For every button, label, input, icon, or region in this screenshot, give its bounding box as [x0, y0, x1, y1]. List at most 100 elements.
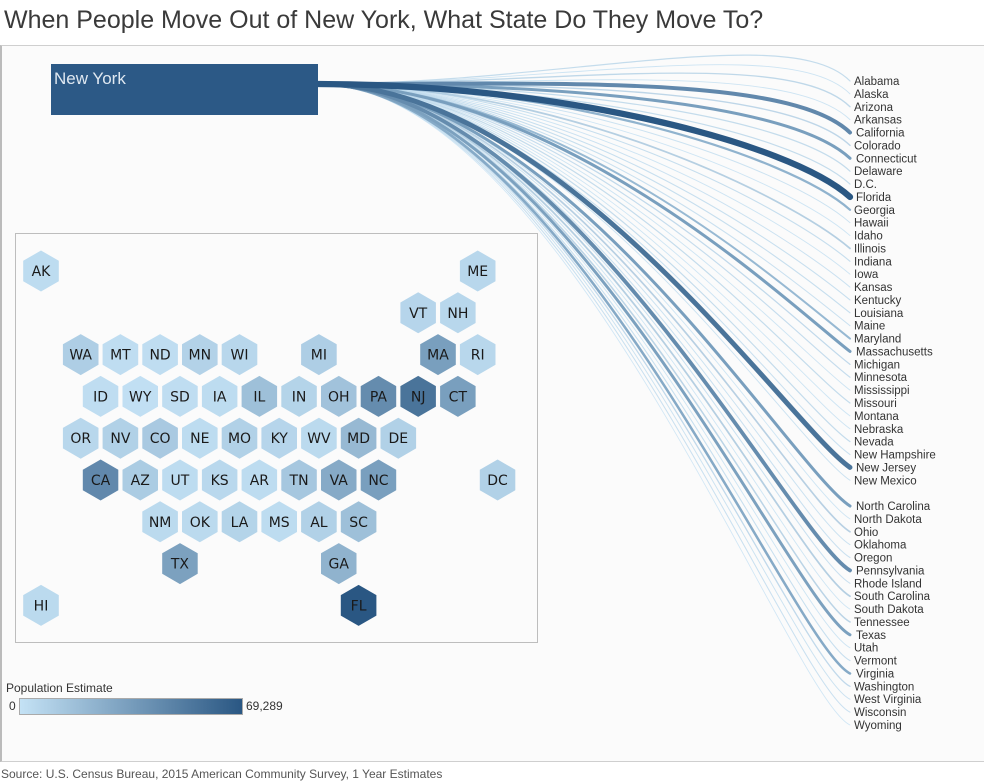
hex-va[interactable]: VA	[321, 459, 357, 501]
hex-ca[interactable]: CA	[82, 459, 119, 501]
hex-mn[interactable]: MN	[182, 334, 218, 376]
hex-shape[interactable]	[201, 375, 238, 417]
hex-shape[interactable]	[142, 417, 178, 459]
hex-shape[interactable]	[221, 417, 258, 459]
hex-shape[interactable]	[62, 334, 99, 376]
hex-shape[interactable]	[82, 375, 119, 417]
hex-shape[interactable]	[400, 375, 436, 417]
hex-shape[interactable]	[241, 375, 278, 417]
hex-nc[interactable]: NC	[360, 459, 397, 501]
hex-ia[interactable]: IA	[201, 375, 238, 417]
hex-shape[interactable]	[340, 417, 377, 459]
hex-ms[interactable]: MS	[261, 501, 297, 543]
hex-me[interactable]: ME	[459, 250, 496, 292]
hex-fl[interactable]: FL	[340, 584, 377, 626]
hex-shape[interactable]	[102, 334, 139, 376]
hex-mo[interactable]: MO	[221, 417, 258, 459]
hex-shape[interactable]	[62, 417, 99, 459]
hex-shape[interactable]	[321, 459, 357, 501]
hex-ga[interactable]: GA	[321, 543, 357, 585]
hex-shape[interactable]	[241, 459, 278, 501]
hex-shape[interactable]	[142, 334, 178, 376]
hex-id[interactable]: ID	[82, 375, 119, 417]
hex-shape[interactable]	[420, 334, 456, 376]
hex-shape[interactable]	[221, 501, 258, 543]
hex-shape[interactable]	[162, 375, 198, 417]
flow-line-tx[interactable]	[316, 82, 852, 637]
hex-shape[interactable]	[321, 375, 357, 417]
hex-sc[interactable]: SC	[340, 501, 377, 543]
hex-shape[interactable]	[321, 543, 357, 585]
hex-wi[interactable]: WI	[221, 334, 258, 376]
hex-shape[interactable]	[182, 501, 218, 543]
hex-shape[interactable]	[261, 417, 297, 459]
flow-line-mo[interactable]	[317, 83, 851, 404]
flow-line-ma[interactable]	[316, 82, 852, 353]
hex-ma[interactable]: MA	[420, 334, 456, 376]
hex-ks[interactable]: KS	[201, 459, 238, 501]
hex-mi[interactable]: MI	[301, 334, 337, 376]
hex-nv[interactable]: NV	[102, 417, 139, 459]
hex-shape[interactable]	[182, 334, 218, 376]
hex-ri[interactable]: RI	[459, 334, 496, 376]
hex-ct[interactable]: CT	[440, 375, 476, 417]
flow-line-mn[interactable]	[317, 83, 851, 378]
hex-shape[interactable]	[459, 250, 496, 292]
hex-in[interactable]: IN	[281, 375, 317, 417]
hex-shape[interactable]	[122, 375, 159, 417]
flow-line-wy[interactable]	[317, 83, 851, 726]
hex-shape[interactable]	[340, 584, 377, 626]
hex-oh[interactable]: OH	[321, 375, 357, 417]
hex-ok[interactable]: OK	[182, 501, 218, 543]
hex-shape[interactable]	[23, 584, 59, 626]
hex-shape[interactable]	[162, 459, 198, 501]
hex-il[interactable]: IL	[241, 375, 278, 417]
flow-line-mt[interactable]	[317, 83, 851, 417]
hex-shape[interactable]	[301, 334, 337, 376]
hex-shape[interactable]	[82, 459, 119, 501]
flow-line-fl[interactable]	[314, 80, 854, 201]
hex-shape[interactable]	[281, 375, 317, 417]
hex-la[interactable]: LA	[221, 501, 258, 543]
flow-line-ca[interactable]	[316, 81, 852, 135]
hex-sd[interactable]: SD	[162, 375, 198, 417]
hex-ar[interactable]: AR	[241, 459, 278, 501]
hex-shape[interactable]	[440, 292, 476, 334]
hex-ak[interactable]: AK	[23, 250, 59, 292]
hex-vt[interactable]: VT	[400, 292, 436, 334]
hex-nm[interactable]: NM	[142, 501, 178, 543]
hex-shape[interactable]	[360, 375, 397, 417]
hex-shape[interactable]	[281, 459, 317, 501]
hex-shape[interactable]	[201, 459, 238, 501]
flow-line-va[interactable]	[316, 82, 852, 675]
hex-dc[interactable]: DC	[479, 459, 516, 501]
hex-tx[interactable]: TX	[162, 543, 198, 585]
hex-shape[interactable]	[301, 417, 337, 459]
hex-wy[interactable]: WY	[122, 375, 159, 417]
flow-line-wi[interactable]	[317, 83, 851, 713]
hex-md[interactable]: MD	[340, 417, 377, 459]
hex-shape[interactable]	[261, 501, 297, 543]
hex-shape[interactable]	[380, 417, 417, 459]
hex-shape[interactable]	[400, 292, 436, 334]
hex-co[interactable]: CO	[142, 417, 178, 459]
flow-line-pa[interactable]	[316, 82, 852, 573]
hex-shape[interactable]	[102, 417, 139, 459]
hex-shape[interactable]	[360, 459, 397, 501]
hex-nh[interactable]: NH	[440, 292, 476, 334]
hex-shape[interactable]	[301, 501, 337, 543]
hex-or[interactable]: OR	[62, 417, 99, 459]
hex-shape[interactable]	[440, 375, 476, 417]
hex-hi[interactable]: HI	[23, 584, 59, 626]
hex-wv[interactable]: WV	[301, 417, 337, 459]
hex-shape[interactable]	[122, 459, 159, 501]
hex-shape[interactable]	[479, 459, 516, 501]
hex-nj[interactable]: NJ	[400, 375, 436, 417]
hex-ne[interactable]: NE	[182, 417, 218, 459]
hex-ky[interactable]: KY	[261, 417, 297, 459]
hex-pa[interactable]: PA	[360, 375, 397, 417]
hex-shape[interactable]	[162, 543, 198, 585]
flow-line-la[interactable]	[317, 83, 851, 314]
hex-shape[interactable]	[23, 250, 59, 292]
hex-de[interactable]: DE	[380, 417, 417, 459]
